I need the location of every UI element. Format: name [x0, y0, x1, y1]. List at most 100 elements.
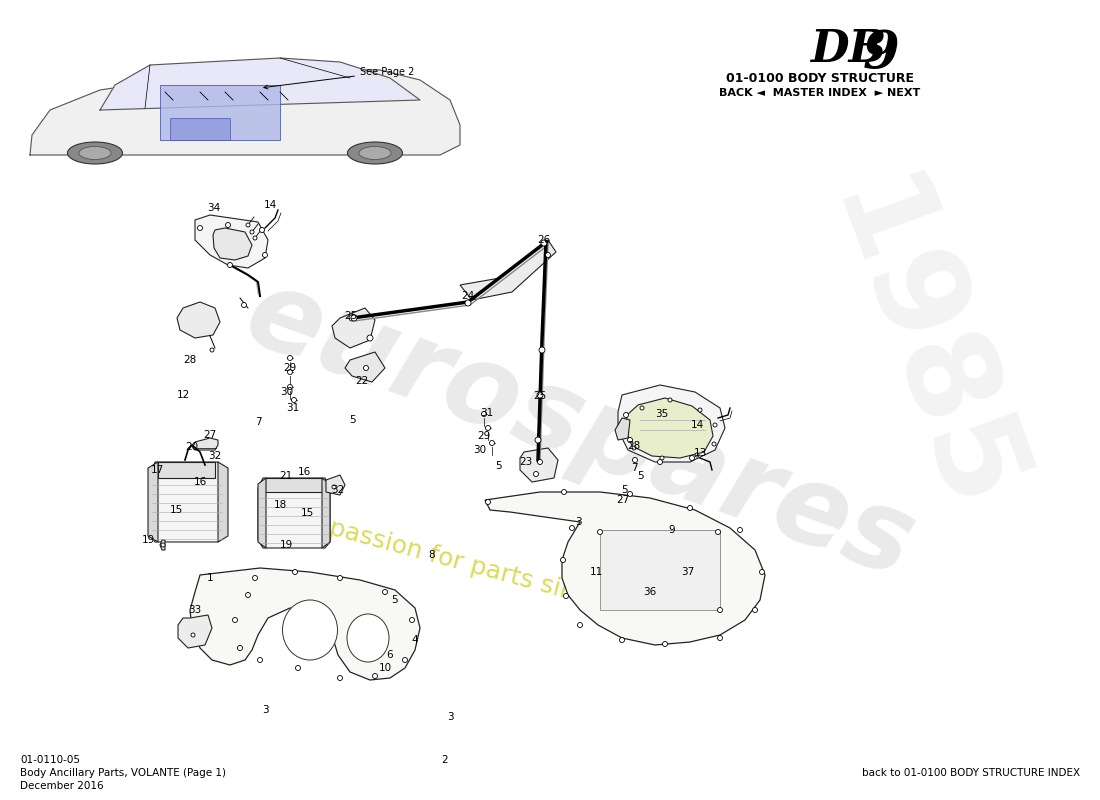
Polygon shape	[332, 308, 375, 348]
Circle shape	[403, 658, 407, 662]
Text: 6: 6	[387, 650, 394, 660]
Circle shape	[627, 491, 632, 497]
Circle shape	[465, 300, 471, 306]
Circle shape	[210, 348, 214, 352]
Circle shape	[293, 570, 297, 574]
Text: 24: 24	[461, 291, 474, 301]
Polygon shape	[190, 568, 420, 680]
Circle shape	[690, 455, 694, 461]
Circle shape	[263, 253, 267, 258]
Text: 32: 32	[331, 485, 344, 495]
Ellipse shape	[79, 146, 111, 159]
Text: 15: 15	[169, 505, 183, 515]
Text: 5: 5	[392, 595, 398, 605]
Polygon shape	[630, 575, 668, 603]
Text: 28: 28	[184, 355, 197, 365]
Polygon shape	[322, 478, 330, 548]
Circle shape	[257, 658, 263, 662]
Text: 1: 1	[207, 573, 213, 583]
Circle shape	[695, 453, 698, 457]
Text: 18: 18	[274, 500, 287, 510]
Circle shape	[541, 240, 547, 246]
Text: 4: 4	[411, 635, 418, 645]
Circle shape	[570, 526, 574, 530]
Circle shape	[373, 674, 377, 678]
Circle shape	[698, 408, 702, 412]
Text: 31: 31	[481, 408, 494, 418]
Circle shape	[546, 253, 550, 258]
Text: 01-0110-05: 01-0110-05	[20, 755, 80, 765]
Circle shape	[597, 530, 603, 534]
Polygon shape	[218, 462, 228, 542]
Text: eurospares: eurospares	[232, 259, 928, 601]
Circle shape	[242, 302, 246, 307]
Circle shape	[287, 370, 293, 374]
Circle shape	[250, 230, 254, 234]
Text: 2: 2	[442, 755, 449, 765]
Text: a passion for parts since 1985: a passion for parts since 1985	[305, 510, 675, 630]
Circle shape	[245, 593, 251, 598]
Circle shape	[490, 441, 495, 446]
Circle shape	[260, 227, 264, 233]
Text: 10: 10	[378, 663, 392, 673]
Circle shape	[712, 442, 716, 446]
Text: 15: 15	[300, 508, 313, 518]
Text: 31: 31	[286, 403, 299, 413]
Circle shape	[482, 411, 486, 417]
Circle shape	[717, 607, 723, 613]
Text: 35: 35	[656, 409, 669, 419]
Text: 19: 19	[279, 540, 293, 550]
Circle shape	[578, 622, 583, 627]
Circle shape	[535, 437, 541, 443]
Text: 9: 9	[669, 525, 675, 535]
Text: 30: 30	[280, 387, 294, 397]
Polygon shape	[258, 478, 266, 548]
Circle shape	[632, 446, 636, 450]
Polygon shape	[485, 492, 764, 645]
Circle shape	[737, 527, 742, 533]
Ellipse shape	[346, 614, 389, 662]
Circle shape	[759, 570, 764, 574]
Circle shape	[539, 347, 544, 353]
Polygon shape	[626, 398, 713, 458]
Text: 19: 19	[142, 535, 155, 545]
Text: DB: DB	[810, 28, 887, 71]
Circle shape	[238, 646, 242, 650]
Circle shape	[715, 530, 720, 534]
Circle shape	[627, 438, 632, 442]
Text: 5: 5	[621, 485, 628, 495]
Text: 14: 14	[691, 420, 704, 430]
Polygon shape	[177, 302, 220, 338]
Text: 17: 17	[151, 465, 164, 475]
Circle shape	[662, 642, 668, 646]
Polygon shape	[148, 462, 158, 542]
Circle shape	[752, 607, 758, 613]
Circle shape	[363, 366, 368, 370]
Polygon shape	[160, 540, 165, 550]
Polygon shape	[258, 478, 330, 548]
Circle shape	[534, 471, 539, 477]
Ellipse shape	[348, 142, 403, 164]
Circle shape	[538, 459, 542, 465]
Text: 25: 25	[344, 311, 358, 321]
Text: 20: 20	[186, 442, 199, 452]
Text: 25: 25	[534, 391, 547, 401]
Polygon shape	[192, 438, 218, 450]
Text: 1985: 1985	[804, 166, 1036, 534]
Text: 3: 3	[574, 517, 581, 527]
Text: 3: 3	[447, 712, 453, 722]
Ellipse shape	[283, 600, 338, 660]
Circle shape	[640, 406, 643, 410]
Circle shape	[537, 392, 543, 398]
Text: 14: 14	[263, 200, 276, 210]
Circle shape	[253, 575, 257, 581]
Circle shape	[668, 398, 672, 402]
Polygon shape	[158, 462, 214, 478]
Polygon shape	[30, 68, 460, 155]
Text: 12: 12	[176, 390, 189, 400]
Text: 21: 21	[279, 471, 293, 481]
Text: 13: 13	[693, 448, 706, 458]
Circle shape	[332, 485, 336, 489]
Text: 8: 8	[429, 550, 436, 560]
Polygon shape	[345, 352, 385, 382]
